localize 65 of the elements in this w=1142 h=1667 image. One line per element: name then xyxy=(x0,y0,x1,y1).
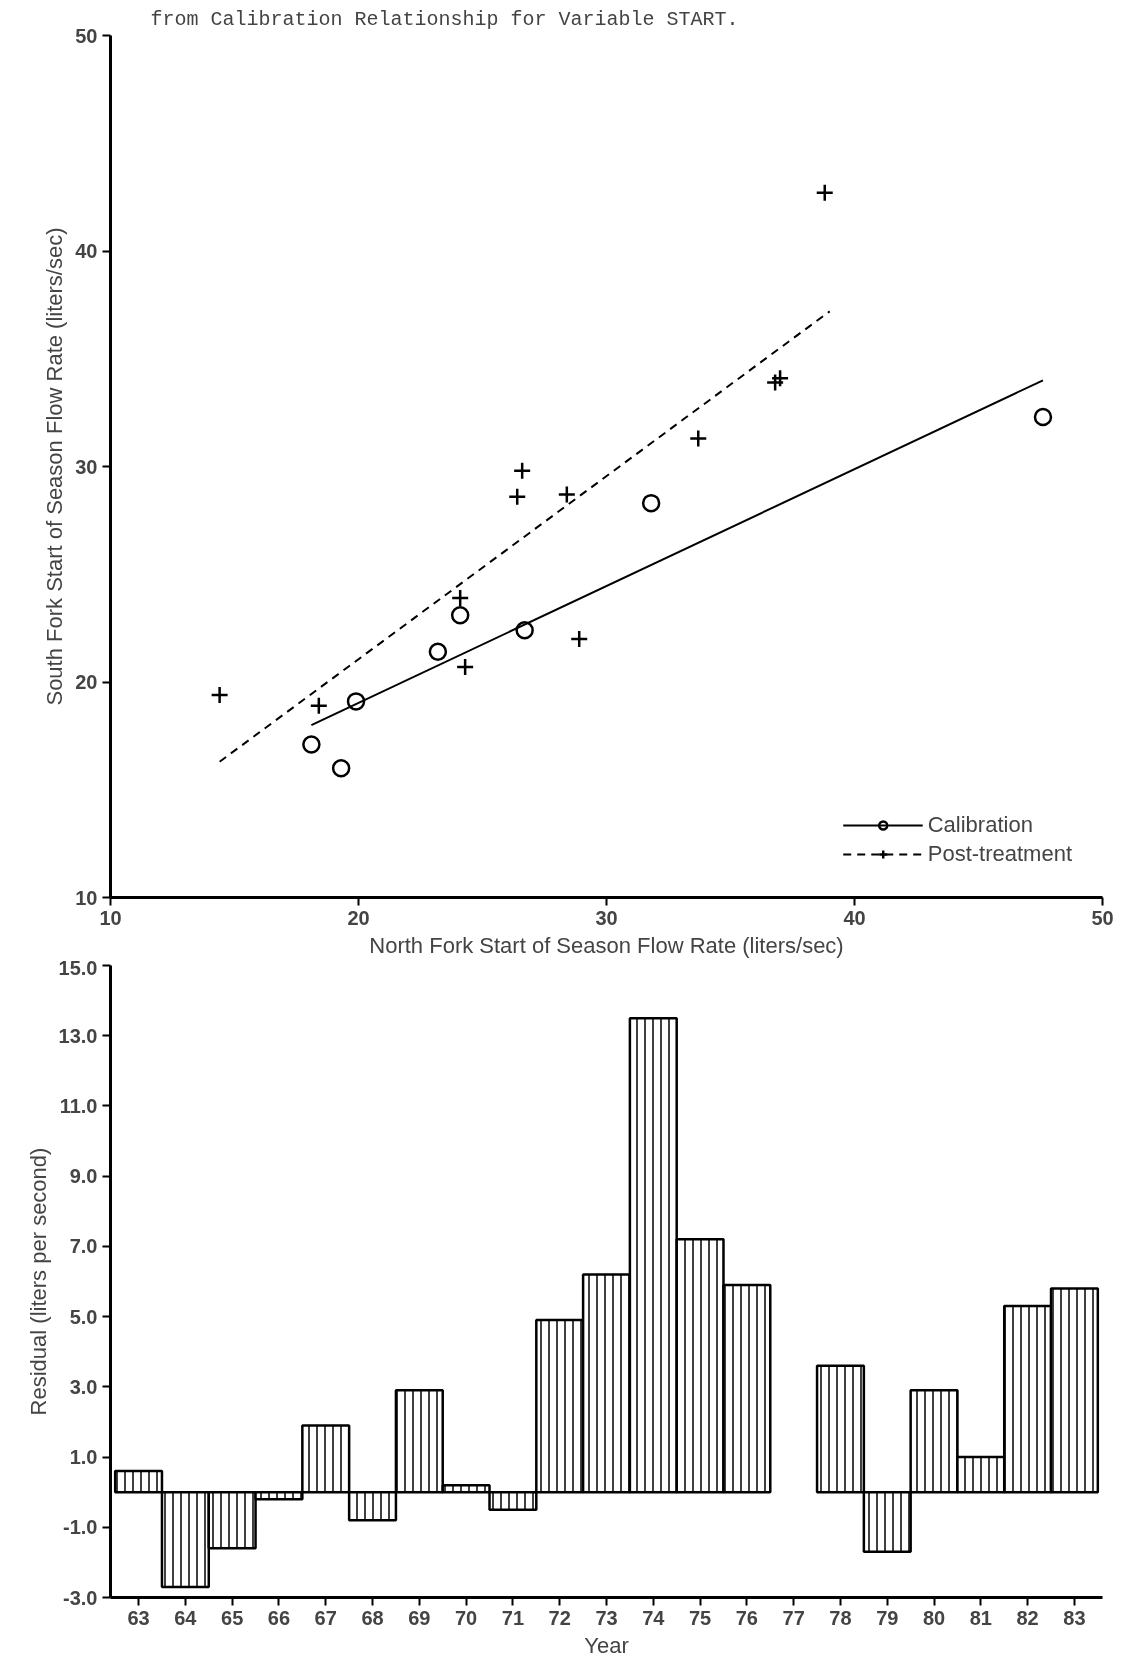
x-tick-label: 63 xyxy=(127,1606,150,1629)
x-tick-label: 72 xyxy=(548,1606,571,1629)
x-tick-label: 10 xyxy=(99,906,122,929)
x-tick-label: 78 xyxy=(829,1606,852,1629)
x-tick-label: 81 xyxy=(969,1606,992,1629)
y-tick-label: -3.0 xyxy=(63,1586,98,1609)
x-tick-label: 71 xyxy=(501,1606,525,1629)
x-tick-label: 67 xyxy=(314,1606,337,1629)
y-tick-label: 11.0 xyxy=(59,1094,98,1117)
x-tick-label: 74 xyxy=(642,1606,666,1629)
y-tick-label: 30 xyxy=(75,455,98,478)
point xyxy=(428,642,448,662)
x-tick-label: 75 xyxy=(688,1606,712,1629)
x-tick-label: 70 xyxy=(455,1606,478,1629)
y-tick-label: 40 xyxy=(75,240,98,262)
x-tick-label: 82 xyxy=(1016,1606,1039,1629)
x-tick-label: 76 xyxy=(735,1606,758,1629)
point xyxy=(450,588,470,608)
x-axis-title: Year xyxy=(584,1632,629,1658)
x-tick-label: 83 xyxy=(1063,1606,1086,1629)
x-tick-label: 20 xyxy=(347,906,370,929)
y-tick-label: 50 xyxy=(75,24,98,47)
point xyxy=(455,657,475,677)
point xyxy=(515,621,534,640)
point xyxy=(512,461,532,481)
point xyxy=(569,629,589,649)
y-tick-label: 10 xyxy=(75,886,98,909)
y-tick-label: 15.0 xyxy=(58,956,98,979)
x-tick-label: 77 xyxy=(782,1606,805,1629)
x-tick-label: 40 xyxy=(843,906,866,929)
x-tick-label: 79 xyxy=(876,1606,899,1629)
y-tick-label: 7.0 xyxy=(69,1235,98,1258)
point xyxy=(309,696,329,715)
x-tick-label: 80 xyxy=(922,1606,946,1629)
x-tick-label: 69 xyxy=(408,1606,431,1629)
point xyxy=(331,758,351,778)
x-tick-label: 66 xyxy=(267,1606,291,1629)
chart-title: from Calibration Relationship for Variable START. xyxy=(150,7,739,31)
y-tick-label: 1.0 xyxy=(69,1446,98,1469)
point xyxy=(507,487,527,506)
point xyxy=(557,485,577,504)
y-tick-label: 20 xyxy=(75,671,98,693)
x-tick-label: 30 xyxy=(595,906,618,929)
legend-label: Post-treatment xyxy=(927,841,1072,867)
x-tick-label: 65 xyxy=(221,1606,244,1629)
y-axis-title: Residual (liters per second) xyxy=(25,1147,51,1416)
y-tick-label: -1.0 xyxy=(63,1516,98,1539)
x-tick-label: 73 xyxy=(595,1606,618,1629)
x-axis-title: North Fork Start of Season Flow Rate (liters/sec) xyxy=(369,932,844,958)
y-tick-label: 9.0 xyxy=(69,1165,98,1188)
point xyxy=(302,735,321,754)
point xyxy=(1033,407,1053,427)
legend-label: Calibration xyxy=(927,812,1033,838)
y-tick-label: 3.0 xyxy=(69,1375,98,1398)
point xyxy=(450,605,470,625)
point xyxy=(641,493,661,513)
y-tick-label: 13.0 xyxy=(58,1024,98,1047)
point xyxy=(210,685,229,705)
point xyxy=(770,368,790,388)
y-axis-title: South Fork Start of Season Flow Rate (liters/sec) xyxy=(42,227,68,706)
y-tick-label: 5.0 xyxy=(69,1305,98,1328)
x-tick-label: 50 xyxy=(1091,906,1114,929)
x-tick-label: 68 xyxy=(361,1606,384,1629)
x-tick-label: 64 xyxy=(174,1606,198,1629)
point xyxy=(346,692,366,711)
